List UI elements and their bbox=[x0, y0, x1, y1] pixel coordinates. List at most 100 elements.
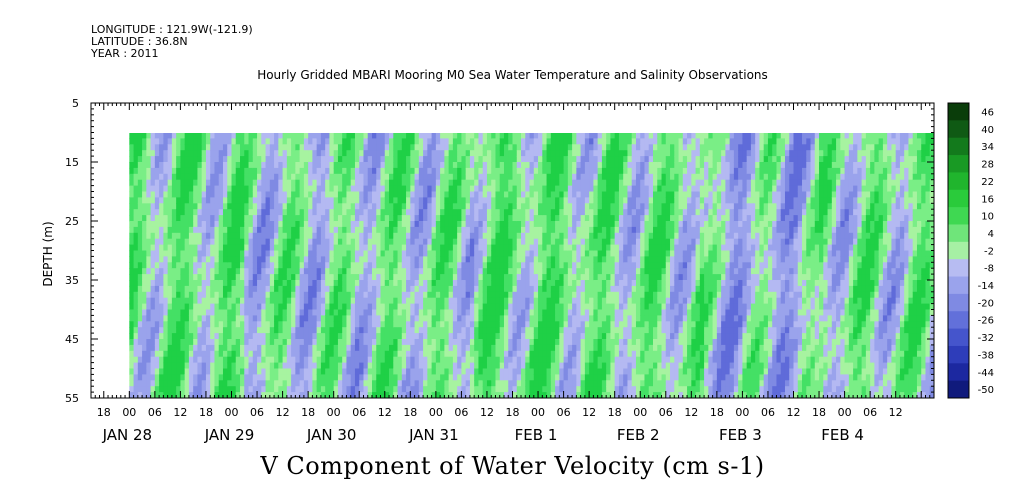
heatmap-cell bbox=[188, 138, 194, 145]
heatmap-cell bbox=[521, 138, 526, 145]
heatmap-cell bbox=[435, 297, 441, 305]
heatmap-cell bbox=[227, 321, 233, 328]
heatmap-cell bbox=[363, 356, 369, 364]
heatmap-cell bbox=[469, 368, 475, 375]
heatmap-cell bbox=[308, 238, 313, 246]
heatmap-cell bbox=[482, 262, 488, 269]
heatmap-cell bbox=[538, 150, 543, 157]
heatmap-cell bbox=[252, 350, 258, 358]
heatmap-cell bbox=[350, 350, 356, 358]
heatmap-cell bbox=[597, 244, 603, 252]
heatmap-cell bbox=[580, 262, 586, 269]
heatmap-cell bbox=[201, 303, 207, 311]
heatmap-cell bbox=[567, 173, 573, 181]
heatmap-cell bbox=[580, 374, 586, 381]
heatmap-cell bbox=[257, 374, 262, 381]
heatmap-cell bbox=[414, 138, 420, 145]
heatmap-cell bbox=[584, 315, 590, 322]
heatmap-cell bbox=[257, 209, 262, 216]
heatmap-cell bbox=[244, 315, 250, 322]
heatmap-cell bbox=[299, 291, 305, 299]
heatmap-cell bbox=[265, 250, 271, 257]
heatmap-cell bbox=[231, 315, 237, 322]
heatmap-cell bbox=[316, 274, 322, 281]
heatmap-cell bbox=[427, 244, 433, 252]
heatmap-cell bbox=[567, 380, 573, 387]
heatmap-cell bbox=[376, 197, 382, 204]
heatmap-cell bbox=[303, 197, 309, 204]
heatmap-cell bbox=[308, 356, 313, 364]
heatmap-cell bbox=[354, 344, 360, 352]
heatmap-cell bbox=[235, 327, 241, 334]
heatmap-cell bbox=[286, 297, 292, 305]
heatmap-cell bbox=[265, 303, 271, 311]
heatmap-cell bbox=[133, 133, 139, 139]
heatmap-cell bbox=[316, 297, 322, 305]
heatmap-cell bbox=[486, 268, 492, 275]
heatmap-cell bbox=[269, 250, 275, 257]
heatmap-cell bbox=[584, 274, 590, 281]
heatmap-cell bbox=[397, 185, 403, 193]
heatmap-cell bbox=[180, 150, 186, 157]
heatmap-cell bbox=[555, 386, 560, 393]
heatmap-cell bbox=[389, 185, 394, 193]
heatmap-cell bbox=[567, 327, 573, 334]
heatmap-cell bbox=[176, 356, 182, 364]
heatmap-cell bbox=[474, 339, 480, 346]
heatmap-cell bbox=[589, 244, 594, 252]
heatmap-cell bbox=[286, 162, 292, 169]
heatmap-cell bbox=[563, 262, 569, 269]
heatmap-cell bbox=[393, 291, 399, 299]
heatmap-cell bbox=[389, 156, 394, 163]
heatmap-cell bbox=[227, 262, 233, 269]
heatmap-cell bbox=[572, 244, 577, 252]
heatmap-cell bbox=[218, 327, 224, 334]
heatmap-cell bbox=[546, 226, 552, 234]
heatmap-cell bbox=[269, 256, 275, 263]
heatmap-cell bbox=[567, 232, 573, 240]
heatmap-cell bbox=[282, 156, 288, 163]
heatmap-cell bbox=[589, 221, 594, 228]
heatmap-cell bbox=[252, 339, 258, 346]
heatmap-cell bbox=[508, 244, 514, 252]
heatmap-cell bbox=[180, 350, 186, 358]
heatmap-cell bbox=[584, 150, 590, 157]
heatmap-cell bbox=[576, 285, 582, 293]
heatmap-cell bbox=[542, 167, 548, 175]
heatmap-cell bbox=[167, 244, 173, 252]
heatmap-cell bbox=[542, 392, 548, 398]
heatmap-cell bbox=[363, 274, 369, 281]
heatmap-cell bbox=[193, 150, 199, 157]
heatmap-cell bbox=[235, 344, 241, 352]
heatmap-cell bbox=[478, 392, 484, 398]
heatmap-cell bbox=[376, 185, 382, 193]
heatmap-cell bbox=[401, 386, 407, 393]
heatmap-cell bbox=[576, 315, 582, 322]
heatmap-cell bbox=[508, 315, 514, 322]
heatmap-cell bbox=[218, 215, 224, 222]
heatmap-cell bbox=[589, 321, 594, 328]
heatmap-cell bbox=[278, 321, 284, 328]
heatmap-cell bbox=[354, 280, 360, 287]
heatmap-cell bbox=[431, 327, 437, 334]
heatmap-cell bbox=[418, 138, 424, 145]
heatmap-cell bbox=[240, 380, 245, 387]
heatmap-cell bbox=[431, 185, 437, 193]
heatmap-cell bbox=[448, 238, 454, 246]
heatmap-cell bbox=[299, 162, 305, 169]
heatmap-cell bbox=[589, 333, 594, 340]
heatmap-cell bbox=[282, 144, 288, 151]
heatmap-cell bbox=[210, 232, 216, 240]
heatmap-cell bbox=[222, 350, 228, 358]
heatmap-cell bbox=[329, 356, 335, 364]
heatmap-cell bbox=[286, 133, 292, 139]
heatmap-cell bbox=[555, 374, 560, 381]
heatmap-cell bbox=[516, 185, 522, 193]
heatmap-cell bbox=[137, 150, 143, 157]
heatmap-cell bbox=[521, 250, 526, 257]
heatmap-cell bbox=[448, 226, 454, 234]
heatmap-cell bbox=[188, 309, 194, 316]
heatmap-cell bbox=[431, 362, 437, 370]
heatmap-cell bbox=[227, 274, 233, 281]
heatmap-cell bbox=[508, 179, 514, 187]
